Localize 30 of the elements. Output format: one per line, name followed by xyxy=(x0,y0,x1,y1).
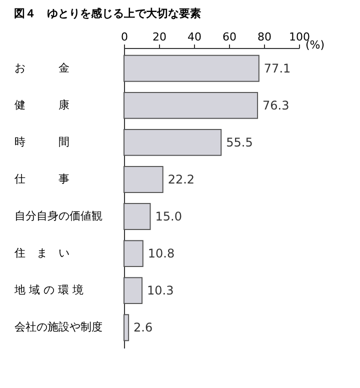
chart-title: 図４ ゆとりを感じる上で大切な要素 xyxy=(14,7,201,20)
y-tick-label: 地 域 の 環 境 xyxy=(14,284,84,297)
bar xyxy=(124,128,222,156)
y-tick-label: 健 康 xyxy=(14,98,70,112)
data-label: 15.0 xyxy=(155,210,182,224)
bar xyxy=(124,314,130,342)
x-tick-label: 60 xyxy=(222,30,236,44)
data-label: 22.2 xyxy=(168,172,195,186)
data-label: 77.1 xyxy=(264,61,291,76)
data-label: 10.3 xyxy=(147,284,174,298)
bar xyxy=(124,54,260,82)
bar xyxy=(124,277,143,304)
y-tick-label: お 金 xyxy=(14,61,70,74)
y-tick-label: 自分自身の価値観 xyxy=(14,210,102,223)
bar xyxy=(124,92,258,119)
bar xyxy=(124,203,151,230)
y-tick-label: 住 ま い xyxy=(14,246,70,260)
x-tick-label: 20 xyxy=(152,30,166,44)
data-label: 76.3 xyxy=(262,98,290,112)
x-tick-label: 80 xyxy=(258,30,272,44)
x-tick-label: 40 xyxy=(188,30,202,44)
bar xyxy=(124,240,144,268)
y-tick-label: 時 間 xyxy=(14,135,70,148)
y-tick-label: 仕 事 xyxy=(14,172,70,186)
bar xyxy=(124,166,164,193)
x-tick-label: 0 xyxy=(121,30,128,44)
y-tick-label: 会社の施設や制度 xyxy=(14,320,102,334)
data-label: 2.6 xyxy=(134,320,153,335)
data-label: 10.8 xyxy=(148,246,175,261)
data-label: 55.5 xyxy=(226,135,253,150)
